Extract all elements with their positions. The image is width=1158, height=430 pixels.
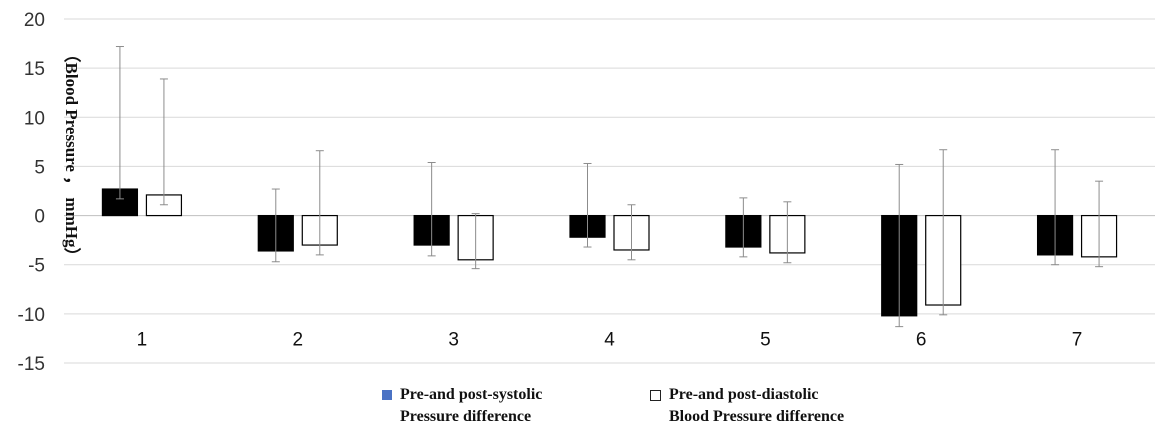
x-tick-label: 1 — [137, 329, 148, 350]
x-tick-label: 2 — [292, 329, 303, 350]
y-tick-label: -15 — [18, 354, 45, 375]
x-tick-labels: 1 2 3 4 5 6 7 — [137, 329, 1083, 350]
y-tick-label: 15 — [24, 59, 45, 80]
legend-label-systolic-line2: Pressure difference — [400, 408, 532, 425]
x-tick-label: 3 — [448, 329, 459, 350]
y-tick-label: 10 — [24, 108, 45, 129]
y-tick-label: 20 — [24, 10, 45, 31]
legend: Pre-and post-systolic Pressure differenc… — [382, 384, 889, 428]
x-tick-label: 4 — [604, 329, 615, 350]
legend-label-diastolic: Pre-and post-diastolic Blood Pressure di… — [669, 384, 889, 428]
y-tick-labels: 20 15 10 5 0 -5 -10 -15 — [18, 10, 45, 375]
legend-swatch-diastolic — [650, 390, 661, 401]
y-tick-label: 0 — [34, 207, 45, 228]
legend-swatch-systolic — [382, 390, 392, 400]
gridlines — [64, 18, 1155, 364]
y-tick-label: -10 — [18, 305, 45, 326]
y-tick-label: 5 — [34, 157, 45, 178]
legend-label-diastolic-line1: Pre-and post-diastolic — [669, 386, 819, 403]
legend-item-diastolic: Pre-and post-diastolic Blood Pressure di… — [650, 384, 889, 428]
legend-label-systolic: Pre-and post-systolic Pressure differenc… — [400, 384, 620, 428]
x-tick-label: 7 — [1072, 329, 1083, 350]
bar-chart: 20 15 10 5 0 -5 -10 -15 1 2 3 4 5 6 7 （Blood Pressure… — [18, 10, 1155, 375]
x-tick-label: 6 — [916, 329, 927, 350]
legend-label-systolic-line1: Pre-and post-systolic — [400, 386, 543, 403]
y-axis-label: （Blood Pressure ， mmHg） — [62, 46, 82, 265]
x-tick-label: 5 — [760, 329, 771, 350]
legend-label-diastolic-line2: Blood Pressure difference — [669, 408, 845, 425]
bars-layer — [101, 46, 1118, 328]
legend-item-systolic: Pre-and post-systolic Pressure differenc… — [382, 384, 620, 428]
y-tick-label: -5 — [28, 256, 45, 277]
